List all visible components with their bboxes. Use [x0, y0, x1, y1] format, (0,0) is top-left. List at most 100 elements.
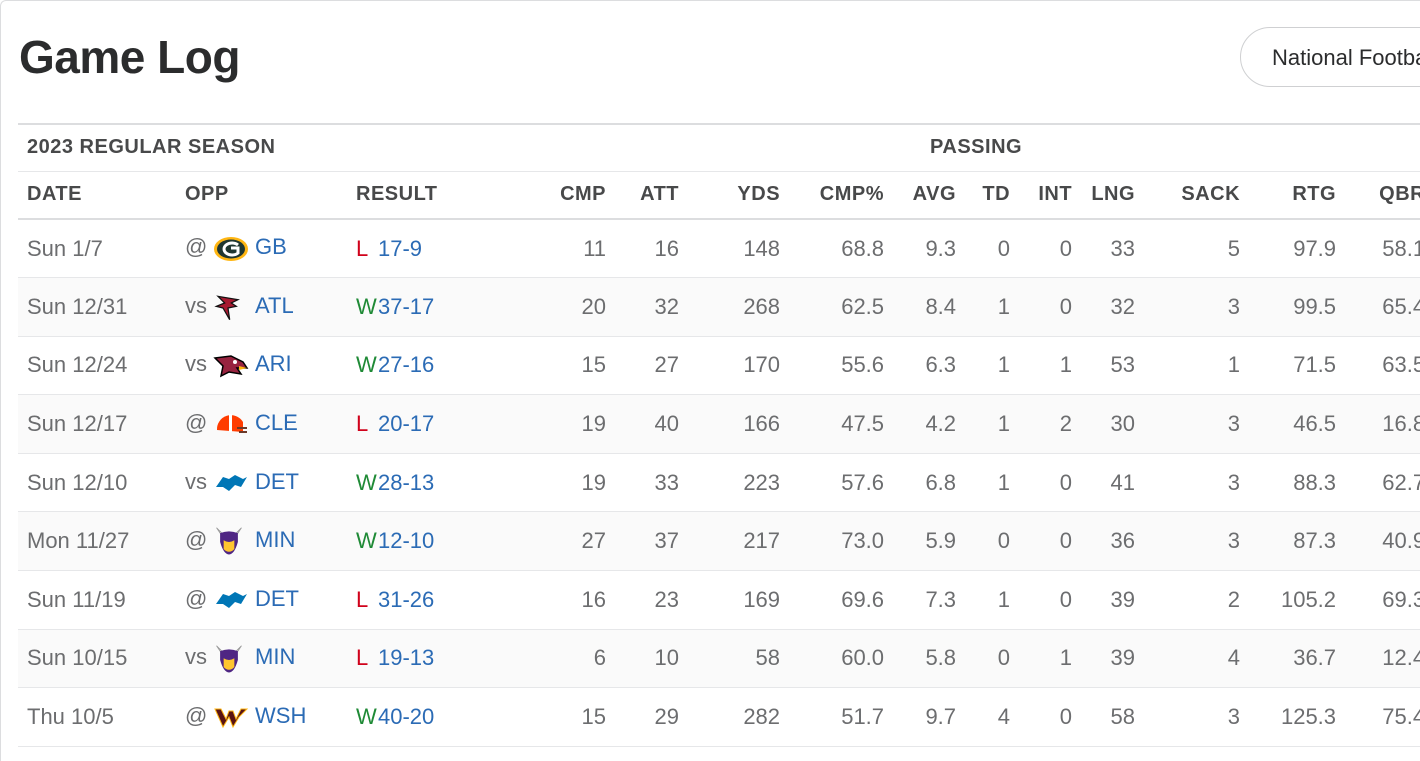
opponent-link[interactable]: MIN	[255, 527, 296, 553]
result-cell: W27-16	[347, 336, 527, 395]
score-link[interactable]: 28-13	[378, 469, 435, 495]
stat-rtg: 36.7	[1293, 645, 1337, 671]
home-away-indicator: @	[185, 409, 208, 435]
opponent-cell: @ CLE	[176, 395, 347, 454]
score-link[interactable]: 37-17	[378, 293, 435, 319]
stat-att: 27	[654, 352, 680, 378]
stat-att: 16	[654, 235, 680, 261]
packers-logo[interactable]	[213, 235, 249, 263]
stat-lng: 53	[1110, 352, 1136, 378]
opponent-link[interactable]: GB	[255, 234, 287, 260]
stat-td: 0	[997, 235, 1011, 261]
opponent-link[interactable]: MIN	[255, 644, 296, 670]
home-away-indicator: @	[185, 702, 208, 728]
stat-qbr: 58.1	[1382, 235, 1420, 261]
stat-cmp: 20	[581, 293, 607, 319]
stat-td: 0	[997, 528, 1011, 554]
stat-yds: 268	[743, 293, 781, 319]
stat-lng: 39	[1110, 586, 1136, 612]
stat-int: 0	[1059, 235, 1073, 261]
opponent-link[interactable]: ATL	[255, 292, 294, 318]
stat-cmp-pct: 57.6	[841, 469, 885, 495]
stat-cmp: 15	[581, 352, 607, 378]
stat-yds: 166	[743, 411, 781, 437]
opponent-link[interactable]: WSH	[255, 702, 307, 728]
stat-yds: 58	[755, 645, 781, 671]
stat-cmp-pct: 60.0	[841, 645, 885, 671]
stat-cmp-pct: 62.5	[841, 293, 885, 319]
game-date: Sun 11/19	[27, 586, 126, 612]
table-row: Mon 11/27 @ MIN W12-10 27 37 217 73.0 5.9 0 0 36 3 87…	[18, 511, 1420, 571]
table-row: Sun 12/17 @ CLE L 20-17 19 40 166 47.5 4.2 1 2 30 3 46…	[18, 394, 1420, 454]
stat-qbr: 69.3	[1382, 586, 1420, 612]
win-indicator: W	[356, 528, 377, 554]
stat-qbr: 40.9	[1382, 528, 1420, 554]
stat-lng: 36	[1110, 528, 1136, 554]
opponent-link[interactable]: CLE	[255, 409, 298, 435]
stat-td: 1	[997, 469, 1011, 495]
table-row: Sun 12/24 vs ARI W27-16 15 27 170 55.6 6.3 1 1 53 1 7…	[18, 336, 1420, 395]
score-link[interactable]: 19-13	[378, 645, 435, 671]
stat-yds: 148	[743, 235, 781, 261]
score-link[interactable]: 40-20	[378, 704, 435, 730]
loss-indicator: L	[356, 235, 369, 261]
stat-cmp-pct: 68.8	[841, 235, 885, 261]
stat-int: 0	[1059, 586, 1073, 612]
score-link[interactable]: 27-16	[378, 352, 435, 378]
falcons-logo[interactable]	[213, 293, 249, 321]
column-header-lng: LNG	[1072, 171, 1136, 220]
stat-td: 1	[997, 411, 1011, 437]
opponent-link[interactable]: DET	[255, 585, 299, 611]
home-away-indicator: @	[185, 585, 208, 611]
vikings-logo[interactable]	[213, 645, 249, 673]
stat-sack: 3	[1227, 704, 1241, 730]
stat-int: 0	[1059, 469, 1073, 495]
stat-avg: 5.9	[925, 528, 957, 554]
stat-td: 0	[997, 645, 1011, 671]
stat-avg: 6.3	[925, 352, 957, 378]
result-cell: W37-17	[347, 278, 527, 337]
commanders-logo[interactable]	[213, 703, 249, 731]
stat-sack: 2	[1227, 586, 1241, 612]
lions-logo[interactable]	[213, 469, 249, 497]
stat-sack: 3	[1227, 411, 1241, 437]
opponent-cell: vs DET	[176, 453, 347, 512]
column-header-yds: YDS	[679, 171, 781, 220]
column-header-att: ATT	[606, 171, 680, 220]
lions-logo[interactable]	[213, 586, 249, 614]
score-link[interactable]: 17-9	[378, 235, 423, 261]
cardinals-logo[interactable]	[213, 352, 249, 380]
stat-qbr: 12.4	[1382, 645, 1420, 671]
stat-td: 1	[997, 586, 1011, 612]
game-date: Sun 10/15	[27, 645, 128, 671]
stat-qbr: 65.4	[1382, 293, 1420, 319]
stat-lng: 41	[1110, 469, 1136, 495]
vikings-logo[interactable]	[213, 527, 249, 555]
stat-cmp: 19	[581, 411, 607, 437]
stat-att: 40	[654, 411, 680, 437]
browns-logo[interactable]	[213, 410, 249, 438]
score-link[interactable]: 20-17	[378, 411, 435, 437]
home-away-indicator: @	[185, 234, 208, 260]
stat-rtg: 71.5	[1293, 352, 1337, 378]
stat-cmp-pct: 47.5	[841, 411, 885, 437]
stat-avg: 5.8	[925, 645, 957, 671]
score-link[interactable]: 12-10	[378, 528, 435, 554]
opponent-cell: vs ATL	[176, 278, 347, 337]
stat-td: 1	[997, 352, 1011, 378]
win-indicator: W	[356, 293, 377, 319]
opponent-link[interactable]: ARI	[255, 351, 292, 377]
column-header-opp: OPP	[176, 171, 347, 220]
game-log-table: 2023 REGULAR SEASON PASSING DATE OPP RESUL…	[18, 123, 1420, 747]
league-select[interactable]: National Football League	[1240, 27, 1420, 87]
result-cell: W40-20	[347, 688, 527, 747]
opponent-cell: @ DET	[176, 571, 347, 630]
result-cell: L 19-13	[347, 629, 527, 688]
game-date: Sun 12/17	[27, 411, 128, 437]
score-link[interactable]: 31-26	[378, 586, 435, 612]
stat-cmp-pct: 51.7	[841, 704, 885, 730]
opponent-link[interactable]: DET	[255, 468, 299, 494]
opponent-cell: vs ARI	[176, 336, 347, 395]
loss-indicator: L	[356, 645, 369, 671]
column-header-avg: AVG	[884, 171, 957, 220]
